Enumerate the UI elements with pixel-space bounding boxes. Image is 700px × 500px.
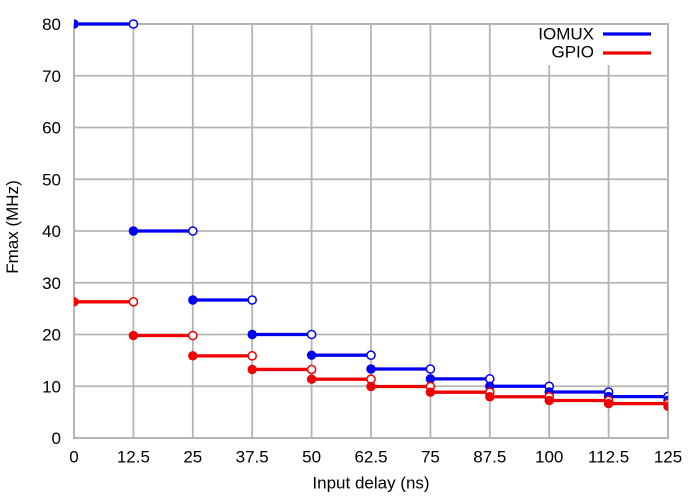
- svg-text:Input delay (ns): Input delay (ns): [312, 474, 429, 493]
- svg-text:80: 80: [42, 15, 61, 34]
- svg-text:60: 60: [42, 119, 61, 138]
- svg-text:Fmax (MHz): Fmax (MHz): [3, 180, 22, 273]
- svg-text:70: 70: [42, 67, 61, 86]
- svg-text:0: 0: [52, 429, 61, 448]
- svg-text:40: 40: [42, 222, 61, 241]
- svg-text:50: 50: [302, 448, 321, 467]
- svg-text:37.5: 37.5: [236, 448, 269, 467]
- svg-text:GPIO: GPIO: [551, 43, 594, 62]
- svg-text:25: 25: [183, 448, 202, 467]
- svg-text:30: 30: [42, 274, 61, 293]
- svg-text:20: 20: [42, 326, 61, 345]
- svg-text:125: 125: [654, 448, 682, 467]
- svg-text:10: 10: [42, 377, 61, 396]
- svg-text:0: 0: [69, 448, 78, 467]
- svg-text:75: 75: [421, 448, 440, 467]
- svg-text:100: 100: [535, 448, 563, 467]
- svg-text:12.5: 12.5: [117, 448, 150, 467]
- svg-text:IOMUX: IOMUX: [538, 25, 594, 44]
- svg-text:50: 50: [42, 170, 61, 189]
- svg-text:62.5: 62.5: [354, 448, 387, 467]
- svg-text:87.5: 87.5: [473, 448, 506, 467]
- svg-text:112.5: 112.5: [588, 448, 629, 467]
